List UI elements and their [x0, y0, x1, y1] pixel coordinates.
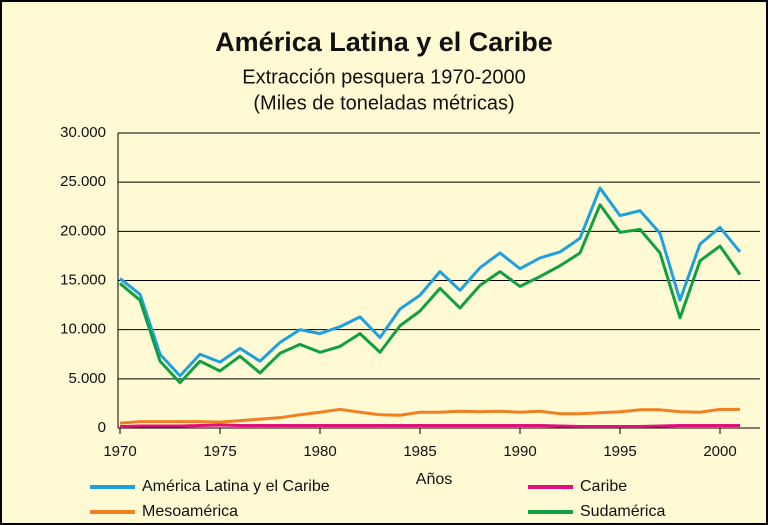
- x-tick-label: 1995: [603, 443, 636, 460]
- legend-label: Sudamérica: [580, 503, 665, 520]
- series-line: [119, 407, 740, 425]
- x-tick-label: 1975: [203, 443, 236, 460]
- x-tick-label: 1990: [503, 443, 536, 460]
- y-tick-label: 30.000: [60, 124, 106, 141]
- chart-subtitle: (Miles de toneladas métricas): [253, 92, 514, 114]
- x-tick-label: 1985: [403, 443, 436, 460]
- y-tick-label: 5.000: [68, 370, 106, 387]
- y-tick-label: 10.000: [60, 321, 106, 338]
- legend-label: América Latina y el Caribe: [142, 478, 330, 495]
- chart-title: América Latina y el Caribe: [215, 27, 553, 57]
- y-tick-label: 0: [98, 419, 106, 436]
- series-line: [119, 186, 742, 378]
- y-tick-label: 20.000: [60, 222, 106, 239]
- x-tick-label: 1980: [303, 443, 336, 460]
- series-line: [119, 423, 740, 429]
- series-line: [119, 203, 742, 385]
- x-tick-label: 1970: [103, 443, 136, 460]
- y-tick-label: 25.000: [60, 173, 106, 190]
- x-tick-label: 2000: [703, 443, 736, 460]
- legend-label: Caribe: [580, 478, 627, 495]
- legend-label: Mesoamérica: [142, 503, 238, 520]
- y-tick-label: 15.000: [60, 271, 106, 288]
- x-axis-label: Años: [416, 471, 452, 488]
- chart-subtitle: Extracción pesquera 1970-2000: [242, 66, 526, 88]
